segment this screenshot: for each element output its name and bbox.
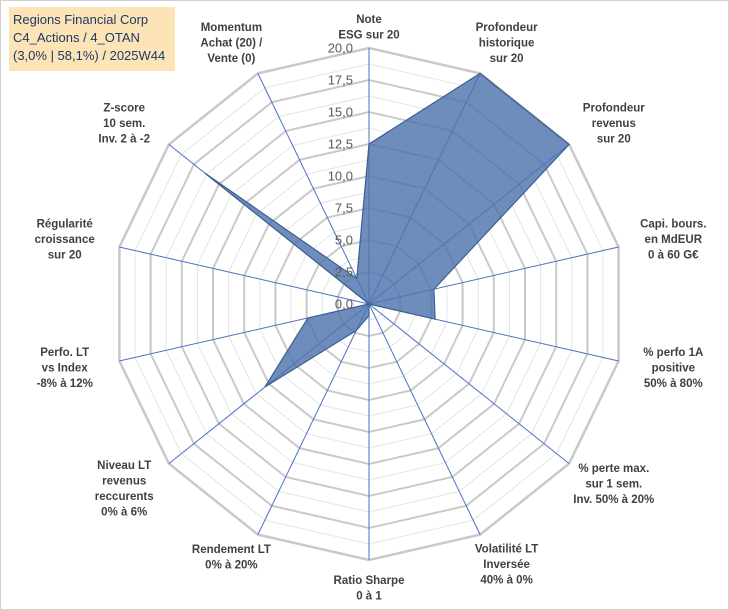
tick-label: 12,5 [328,137,353,152]
axis-label-line: croissance [35,234,95,246]
axis-label: Volatilité LT Inversée 40% à 0% [475,543,538,586]
axis-label-line: positive [652,363,695,375]
axis-label-line: Achat (20) / [200,38,263,50]
axis-label-line: sur 20 [597,133,631,145]
tick-label: 17,5 [328,73,353,88]
axis-label-line: sur 20 [48,249,82,261]
axis-label: Z-score 10 sem. Inv. 2 à -2 [98,102,150,145]
axis-spoke [257,73,370,305]
axis-label-line: Note [356,14,382,26]
axis-label: Momentum Achat (20) / Vente (0) [200,22,263,65]
axis-label: % perte max. sur 1 sem. Inv. 50% à 20% [573,463,654,506]
portfolio-line: C4_Actions / 4_OTAN [13,30,140,45]
axis-label-line: vs Index [42,363,89,375]
axis-label-line: revenus [592,118,636,130]
axis-label-line: Profondeur [583,102,645,114]
axis-label-line: Niveau LT [97,460,151,472]
axis-label-line: Vente (0) [207,53,255,65]
axis-label: Rendement LT 0% à 20% [192,544,271,572]
axis-label: Capi. bours. en MdEUR 0 à 60 G€ [640,218,706,261]
axis-spoke [368,303,570,464]
axis-label-line: 0% à 6% [101,507,147,519]
company-name: Regions Financial Corp [13,12,149,27]
axis-label-line: 0 à 1 [356,591,382,603]
axis-label-line: 10 sem. [103,118,145,130]
axis-label-line: Rendement LT [192,544,271,556]
axis-label-line: 0 à 60 G€ [648,249,699,261]
tick-label: 5,0 [335,233,353,248]
axis-label-line: Inv. 2 à -2 [98,133,150,145]
data-area [204,72,570,388]
axis-label: Profondeur historique sur 20 [476,22,538,65]
axis-label: Note ESG sur 20 [338,14,399,42]
axis-label-line: -8% à 12% [37,378,93,390]
axis-label-line: Inv. 50% à 20% [573,494,654,506]
axis-label-line: en MdEUR [645,234,703,246]
stats-line: (3,0% | 58,1%) / 2025W44 [13,48,166,63]
axis-label: Ratio Sharpe 0 à 1 [334,575,405,603]
axis-label-line: reccurents [95,491,154,503]
axis-label-line: 40% à 0% [480,574,532,586]
axis-spoke [368,303,481,535]
axis-spoke [119,246,370,305]
axis-label: Perfo. LT vs Index -8% à 12% [37,347,93,390]
tick-label: 0,0 [335,297,353,312]
axis-label-line: 50% à 80% [644,378,703,390]
axis-label-line: Régularité [37,218,93,230]
axis-label-line: revenus [102,476,146,488]
axis-label-line: Ratio Sharpe [334,575,405,587]
axis-label-line: historique [479,38,535,50]
axis-spoke [257,303,370,535]
axis-label-line: Perfo. LT [40,347,89,359]
axis-label-line: Inversée [483,559,530,571]
axis-label: Régularité croissance sur 20 [35,218,95,261]
axis-label-line: Z-score [103,102,145,114]
axis-label-line: sur 1 sem. [585,479,642,491]
axis-label-line: Momentum [201,22,262,34]
axis-label: % perfo 1A positive 50% à 80% [643,347,703,390]
axis-label-line: 0% à 20% [205,560,257,572]
axis-label-line: Volatilité LT [475,543,538,555]
axis-label-line: Capi. bours. [640,218,706,230]
axis-label: Niveau LT revenus reccurents 0% à 6% [95,460,154,519]
tick-label: 2,5 [335,265,353,280]
axis-label-line: ESG sur 20 [338,30,399,42]
tick-label: 20,0 [328,41,353,56]
tick-label: 7,5 [335,201,353,216]
axis-label-line: % perfo 1A [643,347,703,359]
axis-label: Profondeur revenus sur 20 [583,102,645,145]
tick-label: 10,0 [328,169,353,184]
axis-label-line: Profondeur [476,22,538,34]
tick-label: 15,0 [328,105,353,120]
axis-label-line: % perte max. [578,463,649,475]
axis-label-line: sur 20 [490,53,524,65]
info-box: Regions Financial Corp C4_Actions / 4_OT… [9,7,175,71]
